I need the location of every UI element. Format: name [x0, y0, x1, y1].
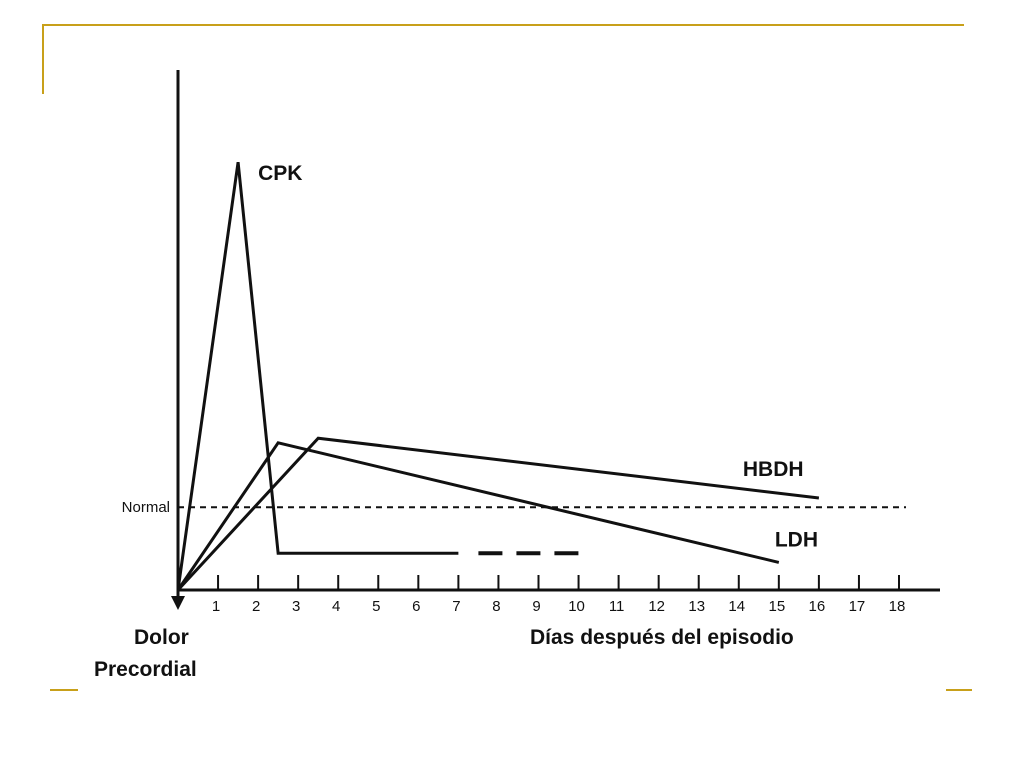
x-tick-label: 5: [372, 598, 380, 615]
x-tick-label: 12: [648, 598, 665, 615]
x-tick-label: 8: [492, 598, 500, 615]
accent-line-bottom-right: [946, 689, 972, 691]
origin-arrow-icon: [171, 596, 185, 610]
x-tick-label: 15: [768, 598, 785, 615]
x-tick-label: 2: [252, 598, 260, 615]
series-label-cpk: CPK: [258, 162, 302, 185]
accent-line-bottom-left: [50, 689, 78, 691]
accent-line-top: [42, 24, 964, 26]
normal-label: Normal: [122, 499, 170, 516]
series-line-cpk: [176, 161, 459, 591]
x-tick-labels: 1 2 3 4 5 6 7 8 9 10 11 12 13 14 15 16 17 18: [212, 598, 905, 615]
series-line-hbdh: [176, 436, 820, 592]
origin-label-line1: Dolor: [134, 626, 189, 649]
series-label-ldh: LDH: [775, 528, 818, 551]
series-line-ldh: [176, 441, 780, 591]
origin-label-line2: Precordial: [94, 658, 197, 681]
x-tick-label: 3: [292, 598, 300, 615]
x-tick-label: 11: [609, 598, 625, 615]
x-tick-label: 13: [688, 598, 705, 615]
x-tick-label: 18: [889, 598, 906, 615]
x-tick-label: 6: [412, 598, 420, 615]
x-tick-label: 4: [332, 598, 340, 615]
x-axis-title: Días después del episodio: [530, 626, 794, 649]
x-tick-label: 9: [532, 598, 540, 615]
x-ticks: [217, 575, 900, 590]
x-tick-label: 7: [452, 598, 460, 615]
x-tick-label: 14: [728, 598, 745, 615]
accent-line-left: [42, 24, 44, 94]
x-tick-label: 17: [849, 598, 866, 615]
series-label-hbdh: HBDH: [743, 458, 804, 481]
series-lines: [176, 161, 820, 592]
x-tick-label: 10: [568, 598, 585, 615]
x-tick-label: 16: [809, 598, 826, 615]
x-tick-label: 1: [212, 598, 220, 615]
